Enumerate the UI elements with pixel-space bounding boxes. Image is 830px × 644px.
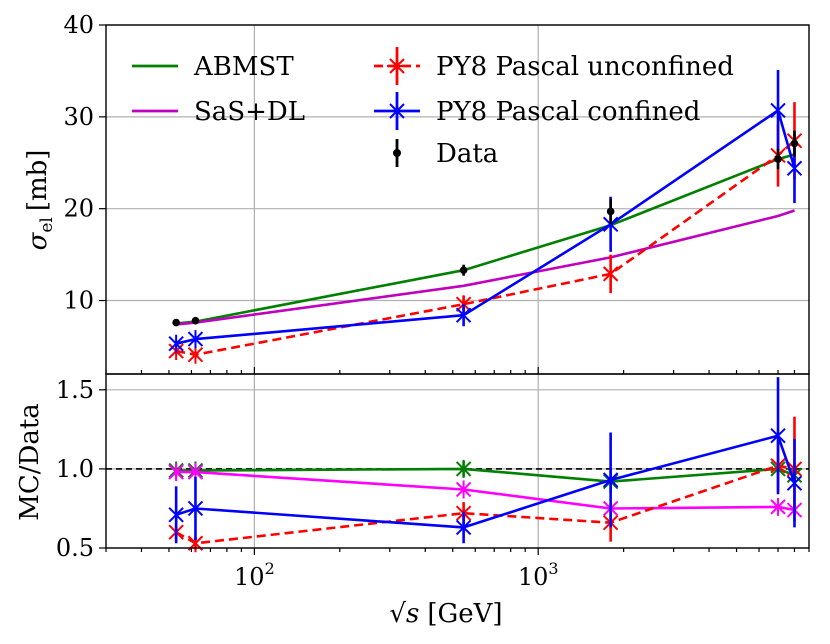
x-tick-label-exponent: 2 — [265, 559, 275, 578]
legend-py8-confined-label: PY8 Pascal confined — [436, 97, 700, 127]
top-y-tick-label: 20 — [63, 195, 94, 223]
legend-py8-unconfined-label: PY8 Pascal unconfined — [436, 52, 734, 82]
bottom-py8-pascal-confined-marker — [602, 470, 619, 489]
x-tick-label-base: 10 — [518, 563, 549, 591]
top-py8-pascal-confined-series — [168, 70, 803, 353]
legend-entry-data: Data — [393, 139, 498, 169]
top-sas-dl-line — [175, 209, 795, 326]
legend: ABMST SaS+DL PY8 Pascal unconfined PY8 P… — [132, 47, 734, 169]
bottom-py8-pascal-confined-marker — [770, 426, 786, 445]
bottom-py8-pascal-unconfined-series — [168, 416, 803, 553]
x-tick-label-exponent: 3 — [548, 559, 558, 578]
bottom-panel-frame — [105, 373, 810, 549]
top-py8-pascal-unconfined-marker — [187, 345, 204, 364]
bottom-py8-pascal-confined-marker — [455, 518, 472, 537]
x-axis-label-unit: [GeV] — [427, 599, 502, 629]
top-y-tick-labels: 10 20 30 40 — [63, 11, 94, 315]
legend-py8-unconfined-marker — [387, 57, 407, 75]
bottom-abmst-line — [176, 467, 795, 483]
bottom-py8-pascal-confined-marker — [168, 505, 184, 524]
top-y-tick-label: 10 — [63, 287, 94, 315]
legend-data-marker — [393, 149, 401, 157]
top-py8-pascal-confined-line — [175, 109, 796, 345]
top-py8-pascal-confined-marker — [770, 101, 786, 120]
legend-entry-sas-dl: SaS+DL — [132, 97, 305, 127]
top-data-marker — [790, 139, 799, 148]
top-py8-pascal-confined-marker — [168, 334, 184, 353]
bottom-py8-pascal-confined-marker — [187, 499, 204, 518]
top-data-series — [172, 130, 799, 327]
top-py8-pascal-confined-marker — [455, 306, 472, 325]
bottom-py8-pascal-confined-line — [175, 434, 796, 529]
bottom-py8-pascal-confined-series — [168, 377, 803, 544]
bottom-y-tick-labels: 0.5 1.0 1.5 — [56, 376, 94, 562]
x-tick-label-base: 10 — [234, 563, 265, 591]
bottom-sas-dl-marker — [770, 497, 786, 516]
bottom-panel-series — [168, 377, 803, 553]
legend-py8-confined-marker — [387, 102, 407, 120]
bottom-y-axis-label: MC/Data — [15, 403, 45, 521]
top-abmst-series — [175, 153, 795, 325]
top-data-marker — [459, 266, 468, 275]
x-tick-labels: 102 103 — [234, 559, 559, 591]
legend-entry-py8-unconfined: PY8 Pascal unconfined — [374, 47, 734, 85]
bottom-abmst-marker — [455, 459, 472, 478]
legend-data-label: Data — [436, 139, 498, 169]
bottom-y-tick-label: 1.5 — [56, 376, 94, 404]
top-data-marker — [191, 316, 200, 325]
bottom-py8-pascal-confined-marker — [786, 474, 803, 493]
top-y-axis-label-symbol: σ — [23, 231, 53, 250]
top-sas-dl-series — [175, 209, 795, 326]
x-axis-label-variable: √s — [389, 599, 419, 629]
top-y-axis-label-subscript: el — [37, 217, 57, 233]
top-py8-pascal-confined-marker — [187, 330, 204, 349]
top-py8-pascal-unconfined-marker — [602, 264, 619, 283]
top-y-tick-label: 30 — [63, 103, 94, 131]
top-py8-pascal-confined-marker — [786, 159, 803, 178]
axis-ticks — [99, 24, 810, 555]
bottom-y-tick-label: 0.5 — [56, 534, 94, 562]
bottom-sas-dl-line — [176, 470, 795, 512]
top-data-marker — [606, 207, 615, 216]
legend-sas-dl-label: SaS+DL — [194, 97, 305, 127]
top-py8-pascal-unconfined-line — [175, 139, 796, 357]
legend-entry-abmst: ABMST — [132, 52, 294, 82]
x-axis-label: √s [GeV] — [389, 599, 502, 629]
legend-abmst-label: ABMST — [193, 52, 294, 82]
top-y-tick-label: 40 — [63, 11, 94, 39]
top-panel-series — [168, 70, 803, 364]
bottom-y-tick-label: 1.0 — [56, 455, 94, 483]
top-abmst-line — [175, 153, 795, 325]
legend-entry-py8-confined: PY8 Pascal confined — [374, 92, 700, 130]
bottom-sas-dl-marker — [455, 480, 472, 499]
x-tick-label: 103 — [518, 559, 559, 591]
bottom-sas-dl-marker — [168, 463, 184, 482]
top-y-axis-label: σel [mb] — [23, 150, 57, 251]
top-data-marker — [172, 318, 180, 327]
top-data-marker — [774, 155, 782, 163]
top-y-axis-label-unit: [mb] — [23, 150, 53, 212]
x-tick-label: 102 — [234, 559, 275, 591]
